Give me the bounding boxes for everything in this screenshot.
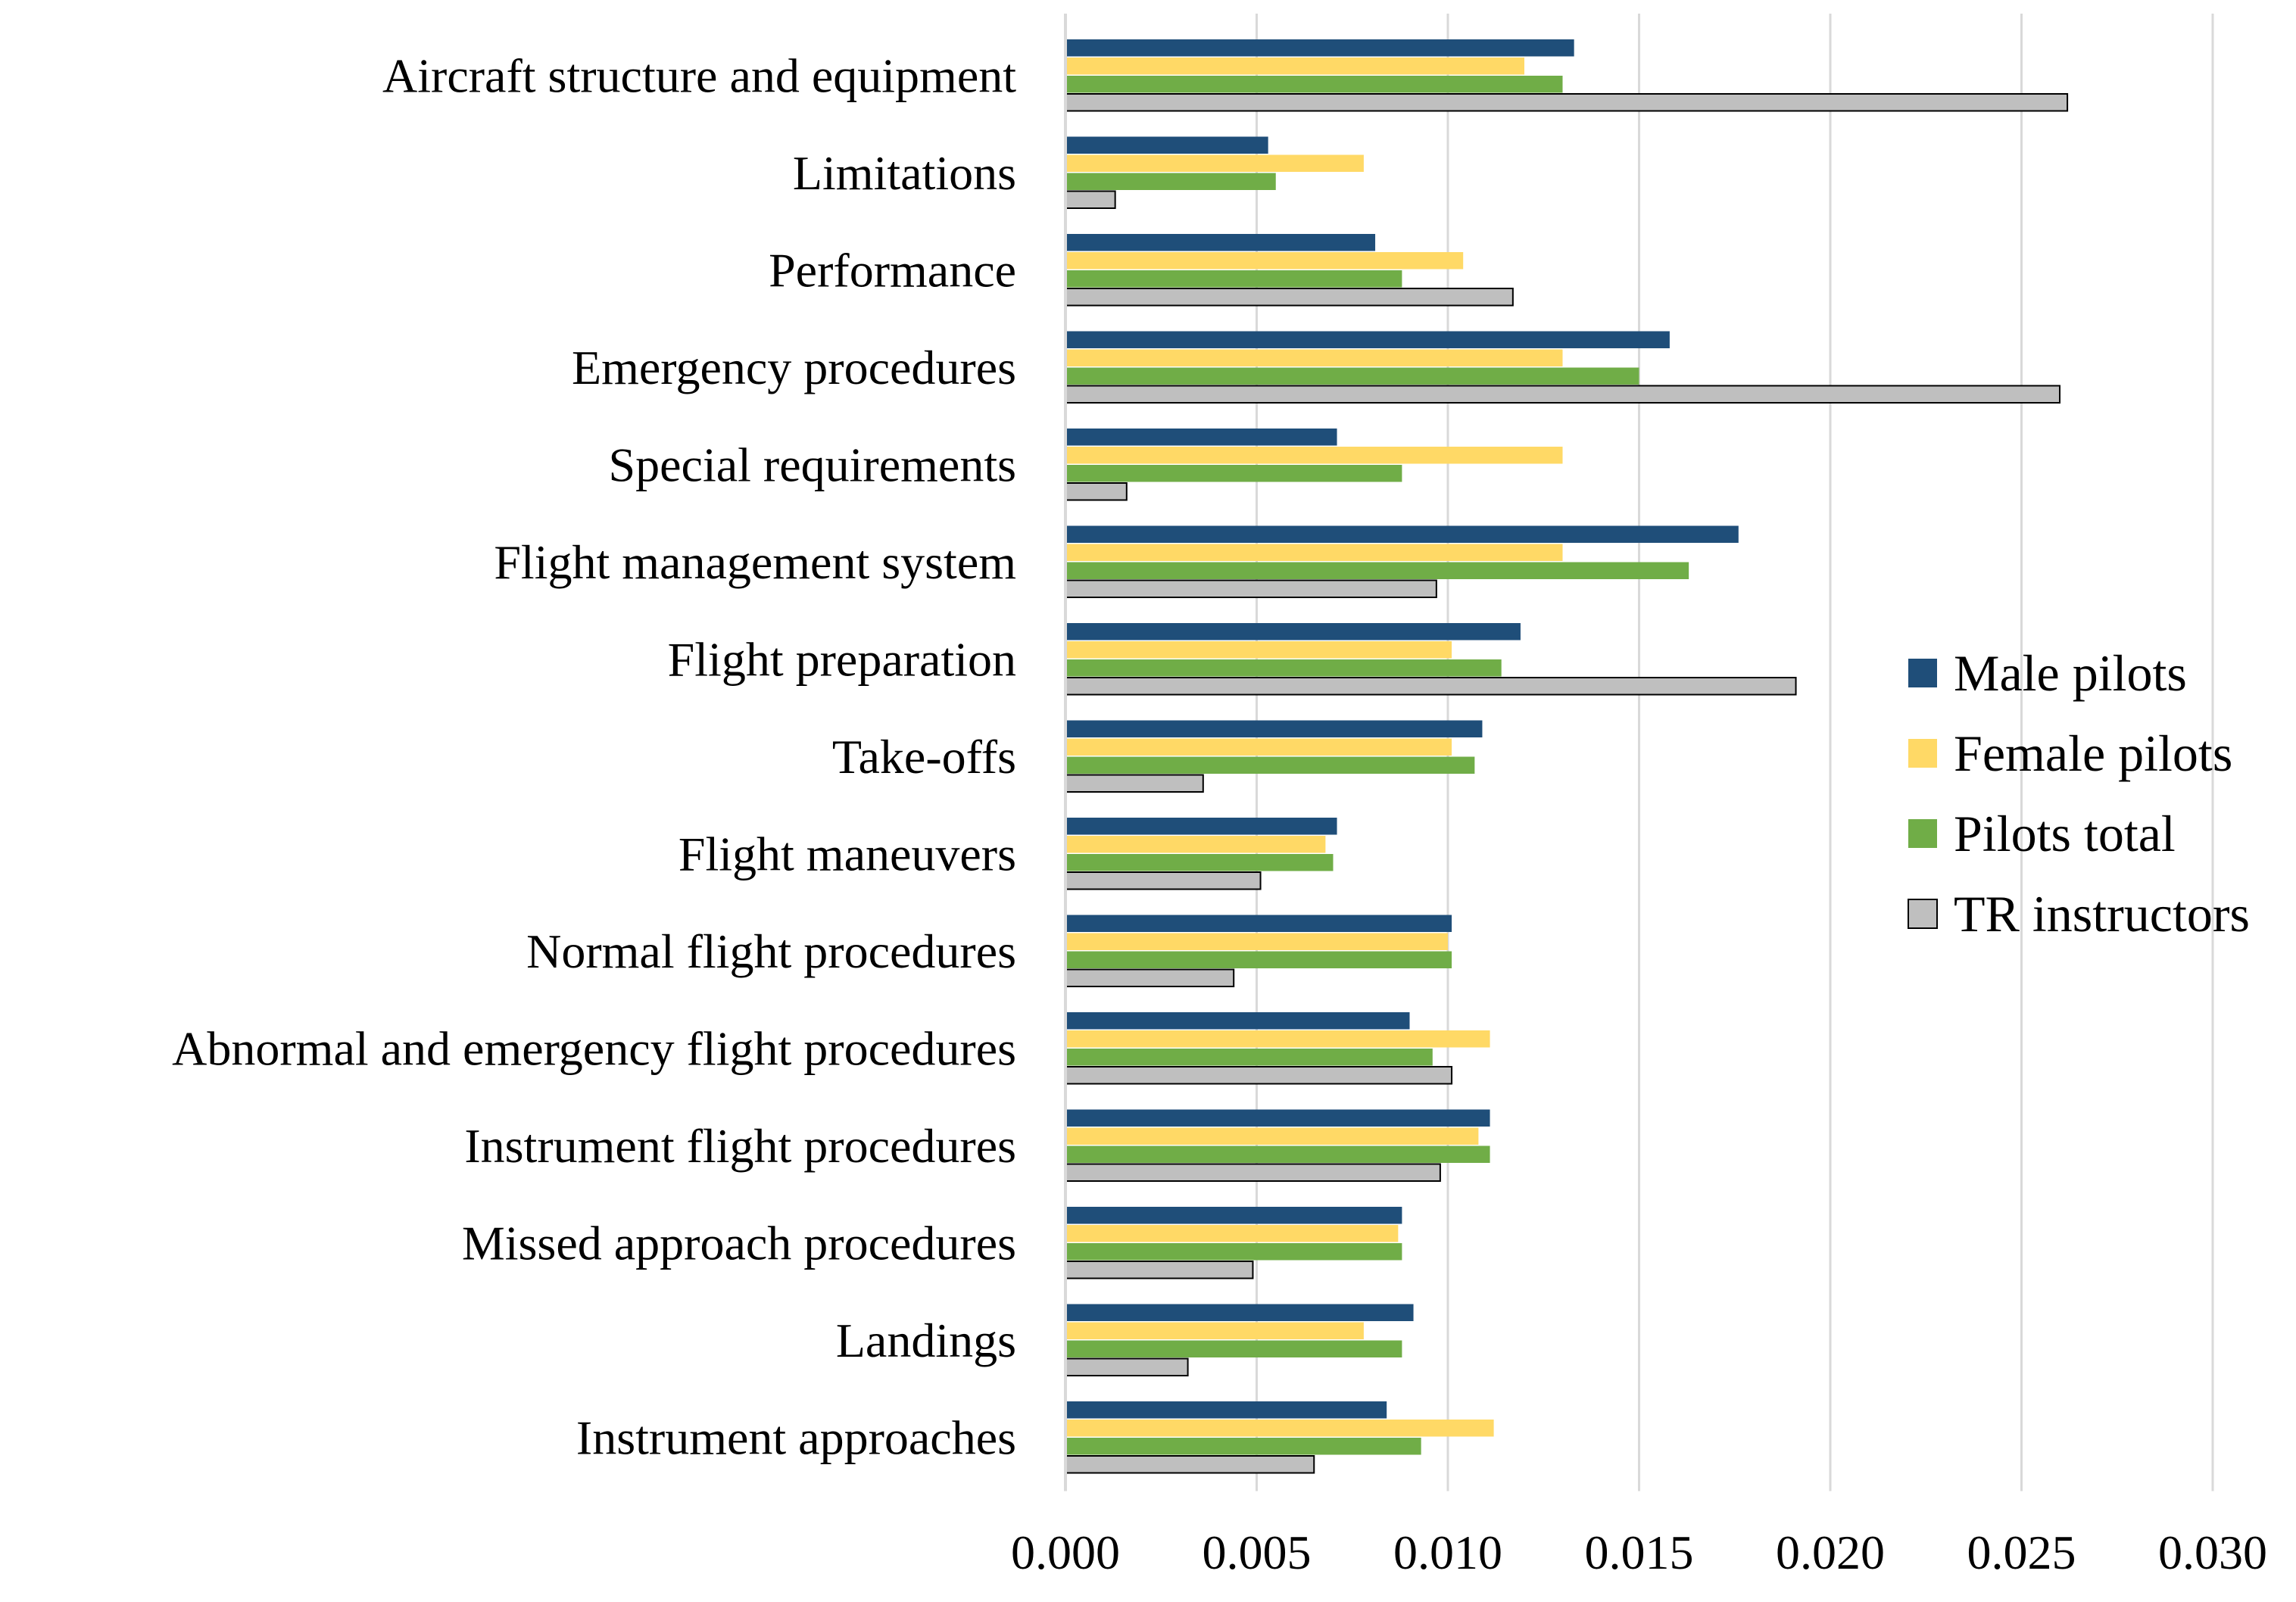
- category-label: Instrument approaches: [576, 1410, 1016, 1464]
- bar-tr-instructors: [1065, 968, 1235, 987]
- bar-tr-instructors: [1065, 871, 1262, 890]
- category-label: Emergency procedures: [572, 341, 1016, 394]
- bar-pilots-total: [1065, 367, 1639, 385]
- bar-tr-instructors: [1065, 93, 2069, 112]
- bar-pilots-total: [1065, 1243, 1402, 1261]
- bar-male-pilots: [1065, 720, 1483, 737]
- bar-pilots-total: [1065, 173, 1276, 190]
- category-label: Aircraft structure and equipment: [382, 48, 1016, 102]
- bar-female-pilots: [1065, 349, 1563, 366]
- bar-pilots-total: [1065, 76, 1563, 93]
- legend-swatch: [1908, 659, 1937, 687]
- bar-male-pilots: [1065, 915, 1452, 932]
- bar-tr-instructors: [1065, 579, 1437, 598]
- bar-female-pilots: [1065, 1030, 1490, 1048]
- x-tick-label: 0.025: [1967, 1526, 2076, 1579]
- x-tick-label: 0.020: [1776, 1526, 1885, 1579]
- legend-swatch: [1908, 819, 1937, 848]
- category-label: Flight maneuvers: [679, 827, 1016, 880]
- x-tick-label: 0.005: [1203, 1526, 1312, 1579]
- legend-swatch: [1908, 739, 1937, 768]
- bar-male-pilots: [1065, 1304, 1414, 1321]
- legend-label: Pilots total: [1954, 805, 2176, 862]
- bar-female-pilots: [1065, 544, 1563, 561]
- bar-male-pilots: [1065, 1401, 1387, 1419]
- bar-male-pilots: [1065, 39, 1574, 57]
- category-label: Abnormal and emergency flight procedures: [172, 1021, 1016, 1075]
- bar-female-pilots: [1065, 641, 1452, 659]
- bar-pilots-total: [1065, 465, 1402, 482]
- bar-tr-instructors: [1065, 1261, 1254, 1279]
- bar-male-pilots: [1065, 234, 1376, 251]
- bar-female-pilots: [1065, 1322, 1364, 1339]
- bar-female-pilots: [1065, 58, 1524, 75]
- bar-pilots-total: [1065, 562, 1689, 579]
- x-tick-labels: 0.000 0.005 0.010 0.015 0.020 0.025 0.030: [1011, 1526, 2267, 1579]
- bar-female-pilots: [1065, 154, 1364, 172]
- bar-pilots-total: [1065, 1145, 1490, 1163]
- bar-female-pilots: [1065, 836, 1326, 853]
- x-tick-label: 0.000: [1011, 1526, 1120, 1579]
- legend-label: TR instructors: [1954, 885, 2250, 943]
- category-label: Instrument flight procedures: [464, 1119, 1016, 1173]
- bars: [1065, 39, 2069, 1474]
- bar-female-pilots: [1065, 1420, 1494, 1437]
- bar-pilots-total: [1065, 659, 1502, 677]
- bar-tr-instructors: [1065, 677, 1797, 696]
- category-label: Normal flight procedures: [526, 924, 1016, 978]
- bar-pilots-total: [1065, 270, 1402, 288]
- bar-pilots-total: [1065, 1049, 1433, 1066]
- bar-male-pilots: [1065, 818, 1337, 835]
- category-label: Missed approach procedures: [462, 1216, 1016, 1270]
- bar-female-pilots: [1065, 1225, 1399, 1242]
- legend-label: Male pilots: [1954, 644, 2187, 702]
- bar-pilots-total: [1065, 951, 1452, 968]
- category-labels: Aircraft structure and equipment Limitati…: [172, 48, 1016, 1464]
- bar-pilots-total: [1065, 1438, 1421, 1455]
- category-label: Landings: [836, 1314, 1016, 1367]
- bar-male-pilots: [1065, 136, 1268, 154]
- bar-pilots-total: [1065, 756, 1475, 774]
- bar-tr-instructors: [1065, 774, 1204, 793]
- bar-female-pilots: [1065, 738, 1452, 756]
- bar-tr-instructors: [1065, 1455, 1315, 1474]
- bar-male-pilots: [1065, 331, 1670, 348]
- bar-tr-instructors: [1065, 1163, 1441, 1182]
- category-label: Flight management system: [494, 535, 1016, 589]
- bar-male-pilots: [1065, 623, 1521, 640]
- x-tick-label: 0.010: [1393, 1526, 1502, 1579]
- bar-male-pilots: [1065, 525, 1739, 543]
- category-label: Take-offs: [832, 730, 1016, 784]
- bar-tr-instructors: [1065, 482, 1128, 501]
- bar-pilots-total: [1065, 854, 1334, 871]
- bar-tr-instructors: [1065, 385, 2060, 404]
- bar-male-pilots: [1065, 1207, 1402, 1224]
- bar-female-pilots: [1065, 447, 1563, 464]
- x-tick-label: 0.015: [1585, 1526, 1694, 1579]
- legend: Male pilots Female pilots Pilots total TR i…: [1908, 644, 2250, 943]
- category-label: Performance: [769, 243, 1016, 297]
- bar-male-pilots: [1065, 429, 1337, 446]
- legend-swatch: [1908, 899, 1938, 929]
- bar-tr-instructors: [1065, 190, 1116, 209]
- bar-male-pilots: [1065, 1012, 1410, 1030]
- x-tick-label: 0.030: [2158, 1526, 2267, 1579]
- bar-tr-instructors: [1065, 1357, 1189, 1376]
- bar-tr-instructors: [1065, 1066, 1453, 1085]
- legend-label: Female pilots: [1954, 725, 2232, 782]
- bar-male-pilots: [1065, 1109, 1490, 1127]
- category-label: Limitations: [793, 146, 1016, 200]
- category-label: Flight preparation: [668, 632, 1016, 686]
- bar-female-pilots: [1065, 1127, 1479, 1145]
- bar-pilots-total: [1065, 1340, 1402, 1357]
- bar-female-pilots: [1065, 933, 1448, 950]
- bar-tr-instructors: [1065, 288, 1514, 307]
- bar-female-pilots: [1065, 252, 1464, 270]
- category-label: Special requirements: [609, 438, 1016, 491]
